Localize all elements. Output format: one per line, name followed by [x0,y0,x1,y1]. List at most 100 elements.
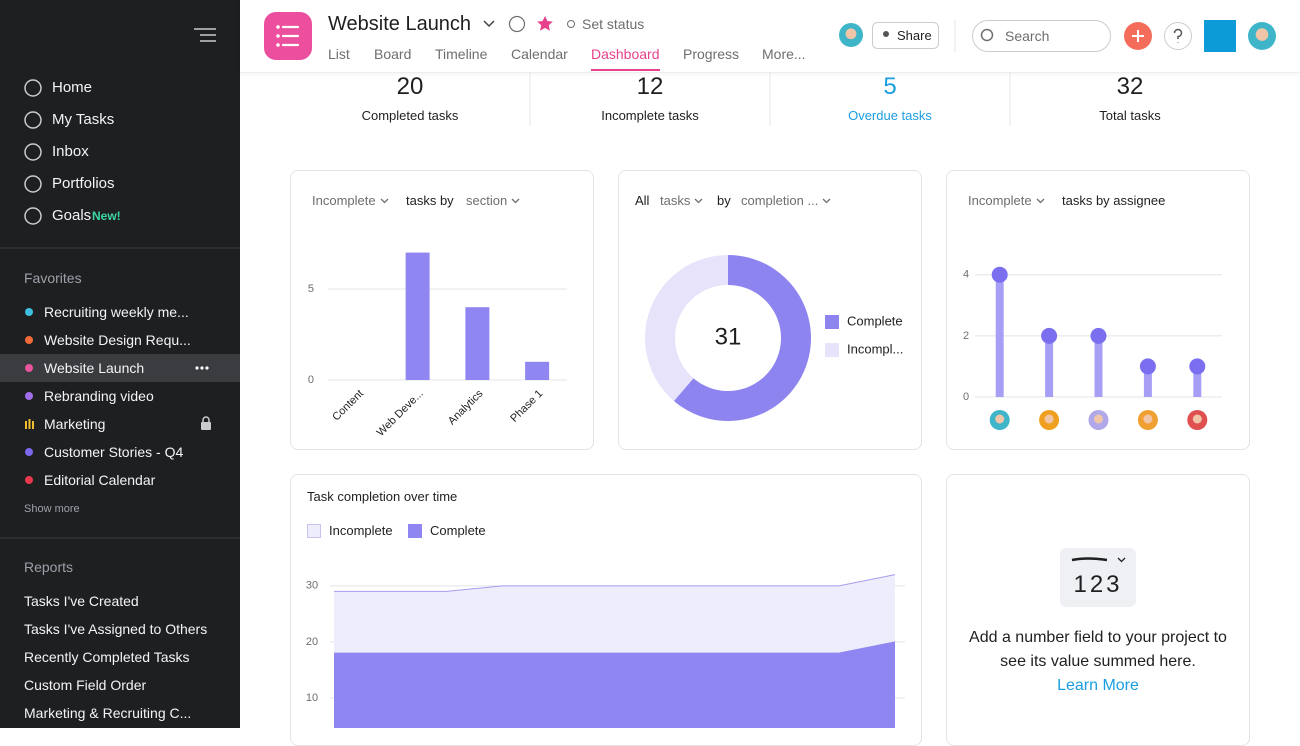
y-tick-label: 10 [306,692,318,704]
tab[interactable]: Progress [683,46,740,62]
nav-icon [24,175,42,193]
x-tick-label: Analytics [446,387,486,427]
chart-filter: All [635,193,650,208]
overlay: 0 5 Content Web Deve... Analytics Phase 1 Comp… [0,12,1276,728]
nav-icon [24,143,42,161]
stat-value: 20 [396,73,424,100]
status-dot [567,20,575,28]
project-link[interactable]: Recruiting weekly me... [44,304,189,320]
share-button[interactable] [872,22,939,49]
y-tick-label: 2 [963,330,969,342]
chart-filter[interactable]: completion ... [741,193,819,208]
lollipop-stick [1094,335,1103,397]
project-link[interactable]: Editorial Calendar [44,472,156,488]
section-title: Favorites [24,270,82,286]
help-icon [1173,28,1183,43]
legend-label: Incomplete [329,523,393,538]
lollipop-dot [1139,358,1156,375]
lollipop-stick [1193,366,1202,397]
stat-value: 12 [636,73,664,100]
chart-filter[interactable]: section [466,193,508,208]
tab[interactable]: Board [374,46,412,62]
number-sample: 123 [1073,571,1123,598]
lollipop-stick [1143,366,1152,397]
share-icon [883,31,889,37]
nav-item[interactable]: Goals [52,207,92,224]
avatar-face [1255,28,1269,41]
project-link[interactable]: Website Launch [44,360,145,376]
report-link[interactable]: Marketing & Recruiting C... [24,705,192,721]
nav-icon [24,207,42,225]
legend-label: Incompl... [847,341,903,356]
x-tick-label: Content [330,388,366,424]
tab[interactable]: Timeline [435,46,488,62]
y-tick-label: 0 [963,391,969,403]
report-link[interactable]: Recently Completed Tasks [24,649,190,665]
legend-label: Complete [430,523,486,538]
project-link[interactable]: Customer Stories - Q4 [44,444,184,460]
nav-item[interactable]: Portfolios [52,175,115,192]
project-dot [25,336,33,344]
avatar-face [845,28,857,40]
lock-icon [202,416,210,422]
nav-item[interactable]: Home [52,79,93,96]
stat-label: Completed tasks [361,108,459,123]
x-tick-label: Web Deve... [375,388,426,439]
stat-label: Total tasks [1099,108,1161,123]
report-link[interactable]: Tasks I've Created [24,593,139,609]
avatar-face [1143,414,1153,424]
tab[interactable]: Dashboard [591,46,660,62]
tab[interactable]: Calendar [511,46,568,62]
project-dot [25,308,33,316]
stat-value: 32 [1116,73,1144,100]
project-link[interactable]: Rebranding video [44,388,154,404]
area-line [334,574,896,592]
search-box[interactable] [972,20,1111,52]
bar-card [290,170,594,450]
icon-dot [276,43,280,47]
stat-value: 5 [883,73,897,100]
lollipop-dot [1041,327,1058,344]
project-link[interactable]: Website Design Requ... [44,332,191,348]
project-dot [25,392,33,400]
chevron [483,20,495,28]
project-link[interactable]: Marketing [44,416,106,432]
empty-text: Add a number field to your project to se… [969,629,1227,670]
y-tick-label: 5 [308,283,314,295]
chevron [1117,557,1126,563]
legend-label: Complete [847,313,903,328]
chart-filter[interactable]: tasks [660,193,691,208]
project-dot [25,364,33,372]
org-logo [1204,20,1236,52]
chart-filter: tasks by assignee [1062,193,1166,208]
star-icon [537,16,553,31]
report-link[interactable]: Custom Field Order [24,677,147,693]
chart-filter[interactable]: Incomplete [312,193,376,208]
nav-item[interactable]: Inbox [52,143,89,160]
chart-filter: tasks by [406,193,454,208]
chart-filter[interactable]: Incomplete [968,193,1032,208]
y-tick-label: 0 [308,374,314,386]
lollipop-dot [991,266,1008,283]
y-tick-label: 4 [963,269,969,281]
learn-more[interactable]: Learn More [1057,677,1139,694]
chevron [1036,198,1045,204]
avatar-face [995,414,1005,424]
area-line [334,641,896,654]
legend-swatch [825,315,839,329]
number-icon-line [1071,557,1108,562]
chevron [822,198,831,204]
add-plus [1132,30,1144,42]
lock-icon [201,422,211,430]
nav-item[interactable]: My Tasks [52,111,115,128]
y-tick-label: 20 [306,636,318,648]
tab[interactable]: More... [762,46,806,62]
tab[interactable]: List [328,46,350,62]
report-link[interactable]: Tasks I've Assigned to Others [24,621,208,637]
project-icon [25,421,27,429]
show-more[interactable]: Show more [24,503,80,515]
search-icon [980,28,994,42]
set-status[interactable]: Set status [582,16,645,32]
donut-center: 31 [715,323,742,350]
